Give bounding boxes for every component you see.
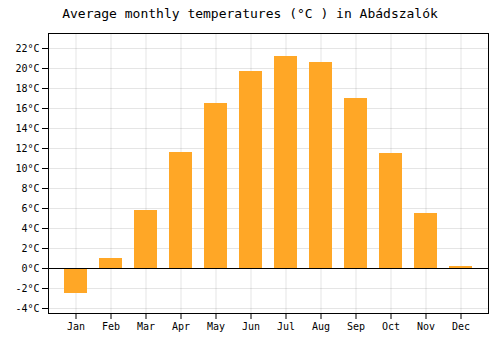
- svg-text:Oct: Oct: [382, 321, 400, 332]
- svg-text:12°C: 12°C: [15, 143, 39, 154]
- svg-text:Mar: Mar: [137, 321, 155, 332]
- svg-text:10°C: 10°C: [15, 163, 39, 174]
- svg-text:-2°C: -2°C: [15, 283, 39, 294]
- svg-text:Jan: Jan: [67, 321, 85, 332]
- svg-text:2°C: 2°C: [21, 243, 39, 254]
- html-text:Average monthly temperatures (: Average monthly temperatures (°C ) in Ab…: [62, 6, 438, 21]
- svg-text:8°C: 8°C: [21, 183, 39, 194]
- svg-text:Apr: Apr: [172, 321, 190, 332]
- svg-text:Aug: Aug: [312, 321, 330, 332]
- svg-text:6°C: 6°C: [21, 203, 39, 214]
- svg-text:Jul: Jul: [277, 321, 295, 332]
- svg-text:4°C: 4°C: [21, 223, 39, 234]
- svg-text:18°C: 18°C: [15, 83, 39, 94]
- svg-text:20°C: 20°C: [15, 63, 39, 74]
- svg-text:May: May: [207, 321, 225, 332]
- svg-text:0°C: 0°C: [21, 263, 39, 274]
- svg-text:Sep: Sep: [347, 321, 365, 332]
- svg-text:Feb: Feb: [102, 321, 120, 332]
- svg-text:14°C: 14°C: [15, 123, 39, 134]
- svg-text:Jun: Jun: [242, 321, 260, 332]
- svg-text:22°C: 22°C: [15, 43, 39, 54]
- svg-text:Nov: Nov: [417, 321, 435, 332]
- svg-text:-4°C: -4°C: [15, 303, 39, 314]
- svg-text:Dec: Dec: [452, 321, 470, 332]
- svg-text:16°C: 16°C: [15, 103, 39, 114]
